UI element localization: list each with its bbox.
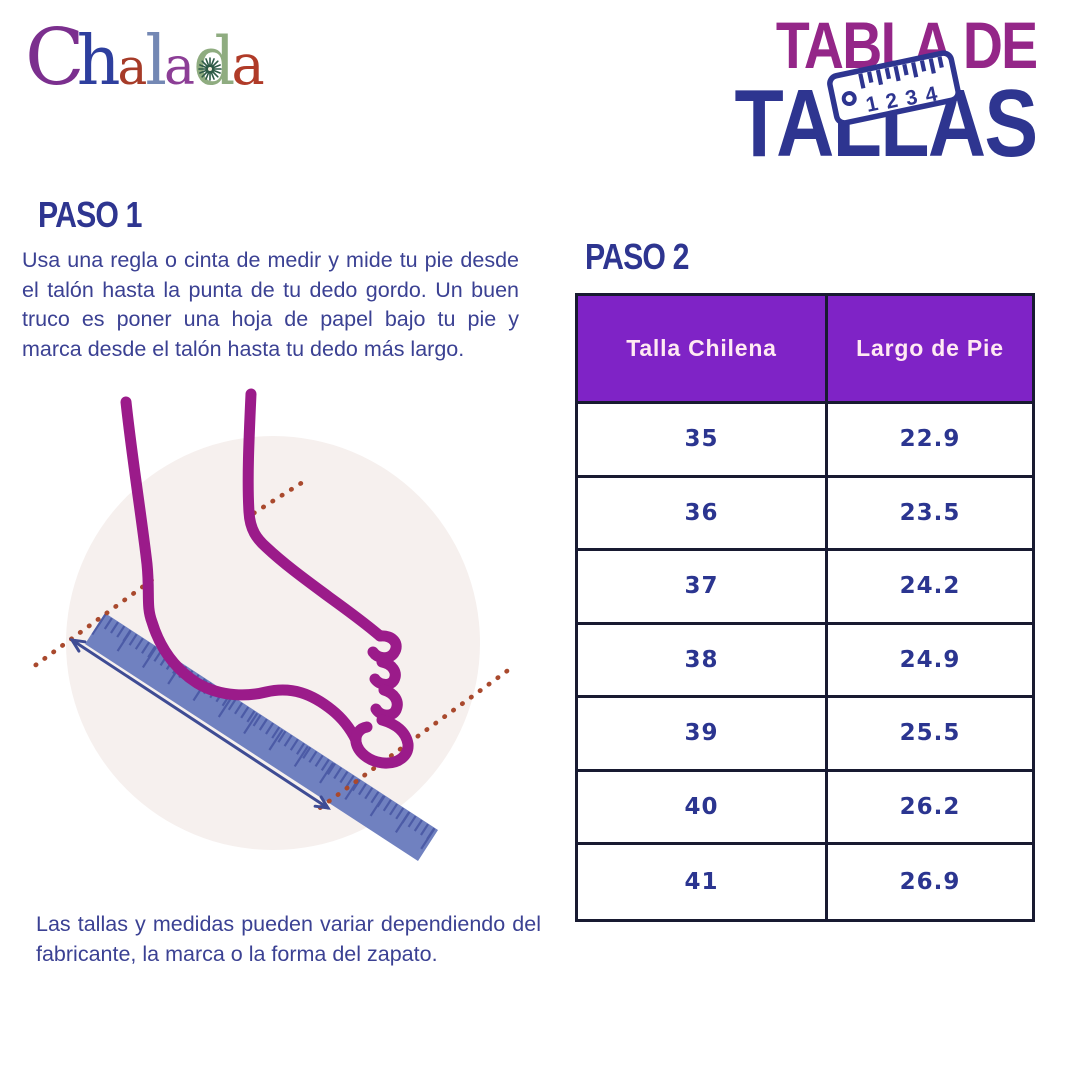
largo-cell: 24.9	[828, 625, 1032, 698]
logo-letter: h	[76, 22, 121, 101]
logo-letter: a	[117, 38, 148, 96]
brand-logo: Chalada	[25, 16, 265, 108]
logo-letter: l	[145, 22, 168, 101]
ruler-number: 4	[923, 82, 940, 107]
measuring-tape-icon: 1 2 3 4	[827, 50, 961, 126]
size-table: Talla Chilena Largo de Pie 35 22.9 36 23…	[575, 293, 1035, 922]
step2-heading: PASO 2	[585, 236, 689, 277]
foot-outline	[120, 388, 414, 769]
step1-description: Usa una regla o cinta de medir y mide tu…	[22, 248, 519, 361]
talla-cell: 37	[578, 551, 828, 625]
largo-cell: 22.9	[828, 404, 1032, 478]
illustration-circle	[66, 436, 480, 850]
step1-heading: PASO 1	[38, 194, 142, 235]
ruler-number: 2	[884, 89, 900, 114]
table-header-largo-de-pie: Largo de Pie	[828, 296, 1032, 404]
talla-cell: 35	[578, 404, 828, 478]
talla-cell: 36	[578, 477, 828, 551]
largo-cell: 26.9	[899, 868, 961, 895]
talla-cell: 41	[578, 845, 828, 919]
ruler-number: 3	[903, 86, 919, 111]
ruler-graphic	[85, 613, 438, 861]
largo-cell: 26.2	[828, 772, 1032, 845]
ruler-number: 1	[864, 92, 881, 117]
talla-cell: 40	[578, 771, 828, 845]
largo-cell: 25.5	[828, 698, 1032, 772]
measure-arrow	[69, 638, 331, 810]
foot-measurement-illustration	[30, 388, 510, 861]
logo-letter: a	[164, 37, 196, 97]
logo-letter: a	[231, 33, 265, 98]
size-disclaimer: Las tallas y medidas pueden variar depen…	[36, 912, 541, 966]
table-header-talla-chilena: Talla Chilena	[578, 296, 828, 404]
largo-cell: 23.5	[828, 478, 1032, 551]
largo-cell: 24.2	[828, 551, 1032, 625]
talla-cell: 38	[578, 624, 828, 698]
flower-icon	[198, 57, 222, 81]
dotted-guides	[30, 479, 510, 813]
logo-letter: d	[193, 23, 236, 100]
logo-letter: C	[25, 13, 85, 103]
talla-cell: 39	[578, 698, 828, 772]
